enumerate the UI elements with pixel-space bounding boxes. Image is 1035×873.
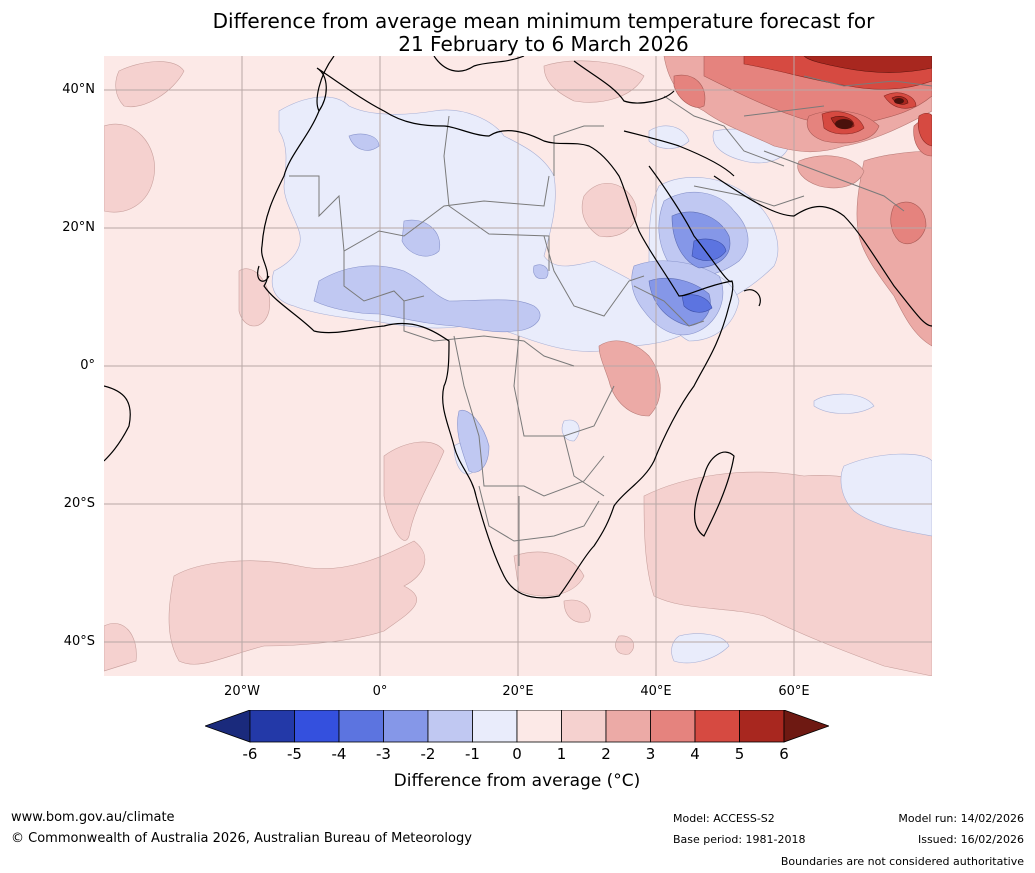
lat-label-40s: 40°S [63,634,95,649]
colorbar-under-arrow [205,710,251,743]
colorbar-cell [561,710,607,743]
colorbar-cell [294,710,340,743]
title-line-1: Difference from average mean minimum tem… [212,9,875,33]
colorbar-tick-label: 0 [512,745,522,763]
forecast-map [104,56,932,676]
warm-1-2-regions [104,60,932,676]
colorbar-cell [650,710,696,743]
map-canvas [104,56,932,676]
colorbar-cell [516,710,562,743]
title-line-2: 21 February to 6 March 2026 [398,32,689,56]
colorbar-tick-label: -4 [331,745,347,763]
colorbar-cell [383,710,429,743]
warm-over-6-regions [835,98,904,129]
colorbar-cells [249,710,785,743]
lat-label-0: 0° [80,358,95,373]
lon-label-60e: 60°E [778,684,810,699]
colorbar-tick-label: -3 [376,745,391,763]
colorbar-tick-label: 3 [645,745,656,763]
colorbar-tick-label: -2 [420,745,436,763]
colorbar-tick-label: 5 [734,745,745,763]
lat-label-40n: 40°N [62,82,95,97]
colorbar-label: Difference from average (°C) [393,771,641,791]
colorbar [205,710,829,743]
lon-label-0: 0° [372,684,388,699]
colorbar-tick-label: -6 [242,745,258,763]
base-period-text: Base period: 1981-2018 [673,833,806,846]
colorbar-tick-label: 4 [690,745,700,763]
lat-label-20s: 20°S [63,496,95,511]
lon-label-20w: 20°W [224,684,260,699]
colorbar-tick-label: -1 [465,745,480,763]
website-link[interactable]: www.bom.gov.au/climate [11,810,175,825]
model-run-text: Model run: 14/02/2026 [898,812,1024,825]
colorbar-cell [427,710,473,743]
colorbar-tick-label: 1 [556,745,567,763]
colorbar-tick-label: -5 [287,745,302,763]
lon-label-40e: 40°E [640,684,672,699]
model-text: Model: ACCESS-S2 [673,812,775,825]
lat-label-20n: 20°N [62,220,95,235]
colorbar-cell [472,710,518,743]
issued-text: Issued: 16/02/2026 [917,833,1024,846]
coastlines [104,56,932,599]
colorbar-cell [605,710,651,743]
copyright-text: © Commonwealth of Australia 2026, Austra… [11,831,472,846]
colorbar-over-arrow [783,710,829,743]
colorbar-cell [249,710,295,743]
graticule [104,56,932,676]
country-boundaries [289,75,932,566]
colorbar-cell [338,710,384,743]
chart-title: Difference from average mean minimum tem… [0,10,1035,56]
disclaimer-text: Boundaries are not considered authoritat… [780,855,1024,868]
colorbar-cell [739,710,785,743]
colorbar-cell [694,710,740,743]
colorbar-tick-label: 2 [601,745,611,763]
lon-label-20e: 20°E [502,684,534,699]
colorbar-tick-label: 6 [779,745,789,763]
